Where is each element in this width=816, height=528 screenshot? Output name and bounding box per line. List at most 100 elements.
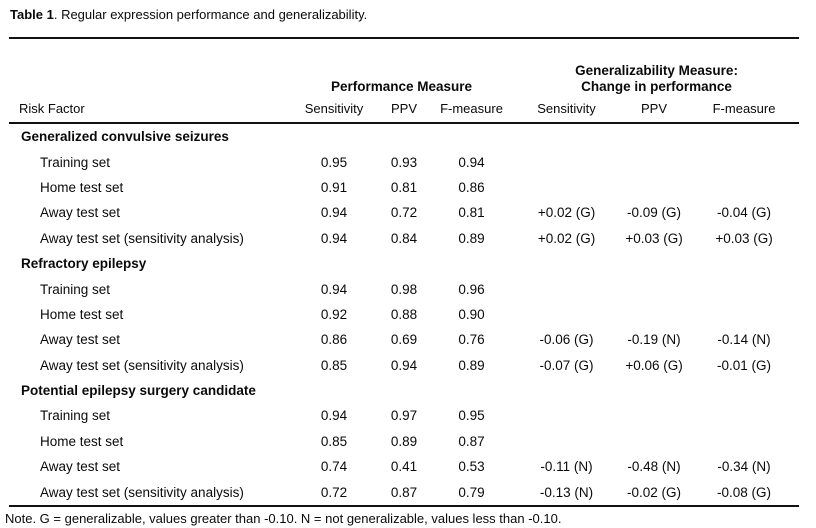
value-cell: 0.81 bbox=[390, 179, 418, 195]
value-cell: 0.93 bbox=[390, 154, 418, 170]
table-caption: Table 1. Regular expression performance … bbox=[10, 7, 807, 23]
value-cell: 0.69 bbox=[390, 332, 418, 348]
row-label: Training set bbox=[40, 408, 111, 424]
results-table: Performance Measure Generalizability Mea… bbox=[9, 37, 800, 507]
group-header-spacer bbox=[9, 38, 289, 95]
row-label: Training set bbox=[40, 281, 111, 297]
group-header-performance: Performance Measure bbox=[330, 79, 473, 94]
column-header-ppv-gen: PPV bbox=[619, 95, 690, 124]
value-cell: 0.76 bbox=[458, 332, 485, 348]
section-name: Generalized convulsive seizures bbox=[21, 129, 229, 145]
value-cell: 0.72 bbox=[289, 479, 379, 507]
value-cell: 0.98 bbox=[390, 281, 418, 297]
row-label: Home test set bbox=[40, 306, 124, 322]
value-cell: 0.87 bbox=[379, 479, 429, 507]
value-cell: -0.08 (G) bbox=[689, 479, 800, 507]
value-cell: 0.96 bbox=[458, 281, 485, 297]
column-header-ppv-perf: PPV bbox=[379, 95, 429, 124]
table-note: Note. G = generalizable, values greater … bbox=[5, 510, 562, 526]
value-cell: 0.94 bbox=[390, 357, 418, 373]
table-row: Training set 0.94 0.98 0.96 bbox=[9, 276, 799, 301]
value-cell: +0.06 (G) bbox=[625, 357, 683, 373]
value-cell: 0.87 bbox=[458, 433, 485, 449]
value-cell: +0.02 (G) bbox=[537, 230, 596, 246]
group-header-row: Performance Measure Generalizability Mea… bbox=[9, 38, 799, 95]
value-cell: 0.94 bbox=[320, 281, 348, 297]
value-cell bbox=[689, 276, 799, 301]
table-caption-number: Table 1 bbox=[10, 7, 54, 22]
value-cell bbox=[619, 276, 689, 301]
row-label: Home test set bbox=[40, 179, 124, 195]
value-cell bbox=[619, 429, 689, 454]
table-row: Home test set 0.91 0.81 0.86 bbox=[9, 175, 799, 200]
row-label: Away test set bbox=[40, 459, 121, 475]
row-label: Home test set bbox=[40, 433, 124, 449]
table-row: Away test set 0.94 0.72 0.81 +0.02 (G) -0.09 … bbox=[9, 200, 799, 225]
value-cell: -0.07 (G) bbox=[539, 357, 594, 373]
value-cell: -0.06 (G) bbox=[539, 332, 594, 348]
group-header-generalizability: Generalizability Measure: Change in perf… bbox=[514, 38, 799, 95]
group-header-generalizability-line1: Generalizability Measure: bbox=[575, 63, 738, 78]
row-label: Away test set bbox=[40, 332, 121, 348]
table-caption-text: . Regular expression performance and gen… bbox=[53, 7, 368, 22]
row-label: Training set bbox=[40, 154, 111, 170]
value-cell: +0.03 (G) bbox=[625, 230, 683, 246]
value-cell: 0.92 bbox=[320, 306, 348, 322]
column-header-sensitivity-gen: Sensitivity bbox=[514, 95, 620, 124]
value-cell: 0.94 bbox=[458, 154, 485, 170]
table-row: Away test set 0.74 0.41 0.53 -0.11 (N) -0.48 … bbox=[9, 454, 799, 479]
value-cell: 0.41 bbox=[390, 459, 418, 475]
table-row: Home test set 0.92 0.88 0.90 bbox=[9, 302, 799, 327]
value-cell: 0.89 bbox=[458, 357, 485, 373]
value-cell: 0.72 bbox=[390, 205, 418, 221]
column-header-row: Risk Factor Sensitivity PPV F-measure Se… bbox=[9, 95, 800, 124]
section-name: Refractory epilepsy bbox=[21, 256, 147, 272]
value-cell: 0.85 bbox=[320, 357, 348, 373]
column-header-sensitivity-perf: Sensitivity bbox=[289, 95, 379, 124]
value-cell: 0.86 bbox=[320, 332, 348, 348]
value-cell bbox=[619, 403, 689, 428]
value-cell: 0.95 bbox=[458, 408, 485, 424]
value-cell: 0.89 bbox=[458, 230, 485, 246]
value-cell: -0.48 (N) bbox=[627, 459, 681, 475]
table-row: Training set 0.95 0.93 0.94 bbox=[9, 149, 799, 174]
value-cell: -0.19 (N) bbox=[627, 332, 681, 348]
value-cell: 0.91 bbox=[320, 179, 348, 195]
value-cell: -0.13 (N) bbox=[514, 479, 620, 507]
value-cell bbox=[514, 403, 619, 428]
table-row: Away test set (sensitivity analysis) 0.94… bbox=[9, 226, 799, 251]
value-cell: 0.85 bbox=[320, 433, 348, 449]
table-row: Away test set (sensitivity analysis) 0.72… bbox=[9, 479, 800, 507]
table-row: Home test set 0.85 0.89 0.87 bbox=[9, 429, 799, 454]
row-label: Away test set (sensitivity analysis) bbox=[9, 479, 289, 507]
value-cell: -0.04 (G) bbox=[717, 205, 772, 221]
value-cell: -0.09 (G) bbox=[627, 205, 682, 221]
value-cell: -0.02 (G) bbox=[619, 479, 690, 507]
value-cell: 0.88 bbox=[390, 306, 418, 322]
value-cell: 0.97 bbox=[390, 408, 418, 424]
column-header-fmeasure-gen: F-measure bbox=[689, 95, 800, 124]
value-cell bbox=[689, 403, 799, 428]
value-cell: 0.95 bbox=[320, 154, 348, 170]
value-cell: 0.89 bbox=[390, 433, 418, 449]
value-cell bbox=[514, 302, 619, 327]
table-body: Generalized convulsive seizures Training … bbox=[9, 123, 800, 507]
value-cell bbox=[514, 276, 619, 301]
value-cell: -0.34 (N) bbox=[717, 459, 771, 475]
section-header-row: Generalized convulsive seizures bbox=[9, 123, 799, 149]
row-label: Away test set bbox=[40, 205, 121, 221]
value-cell: +0.02 (G) bbox=[537, 205, 596, 221]
value-cell: -0.01 (G) bbox=[717, 357, 772, 373]
value-cell: -0.14 (N) bbox=[717, 332, 771, 348]
section-header-row: Potential epilepsy surgery candidate bbox=[9, 378, 799, 403]
table-row: Away test set (sensitivity analysis) 0.85… bbox=[9, 353, 799, 378]
value-cell bbox=[619, 149, 689, 174]
section-header-row: Refractory epilepsy bbox=[9, 251, 799, 276]
value-cell: 0.74 bbox=[320, 459, 348, 475]
value-cell: 0.86 bbox=[458, 179, 485, 195]
section-name: Potential epilepsy surgery candidate bbox=[21, 383, 256, 399]
value-cell: 0.90 bbox=[458, 306, 485, 322]
value-cell: 0.84 bbox=[390, 230, 418, 246]
column-header-fmeasure-perf: F-measure bbox=[429, 95, 515, 124]
